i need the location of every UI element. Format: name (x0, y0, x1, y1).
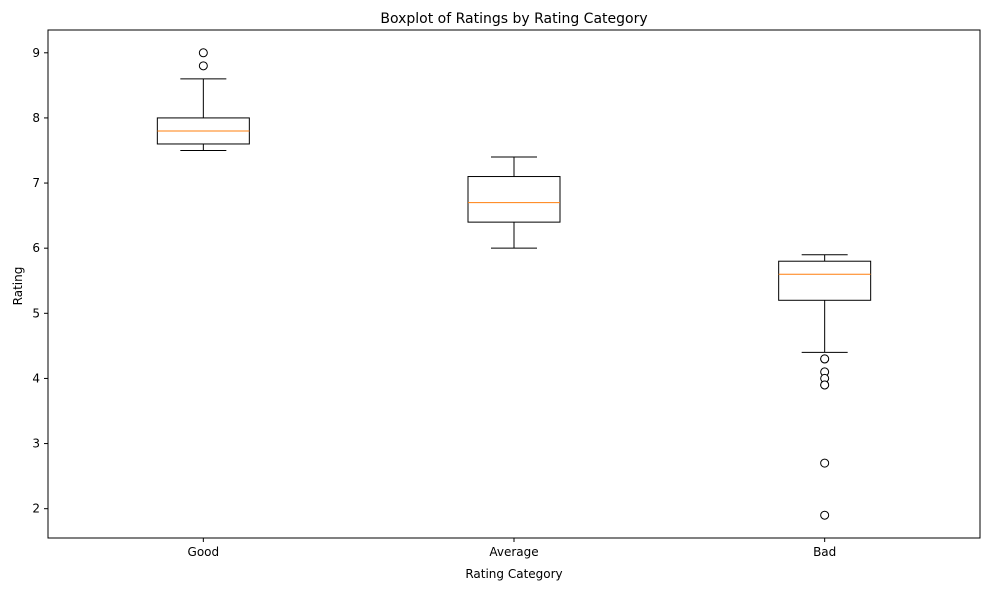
outlier-point (820, 354, 830, 364)
y-tick-label: 2 (32, 502, 40, 516)
y-tick-label: 6 (32, 241, 40, 255)
outlier-point (820, 510, 830, 520)
box-iqr (467, 176, 561, 223)
y-tick-label: 8 (32, 111, 40, 125)
y-tick-label: 3 (32, 437, 40, 451)
outlier-point (820, 458, 830, 468)
plot-area: 2 3 4 5 6 7 8 9 Good Average Bad (32, 46, 872, 559)
chart-title: Boxplot of Ratings by Rating Category (380, 11, 647, 27)
x-tick-label: Bad (813, 545, 836, 559)
outlier-point (820, 380, 830, 390)
y-axis-label: Rating (11, 267, 25, 306)
y-tick-label: 9 (32, 46, 40, 60)
outlier-point (198, 48, 208, 58)
y-tick-label: 4 (32, 371, 40, 385)
y-tick-label: 5 (32, 306, 40, 320)
outlier-point (198, 61, 208, 71)
plot-frame (47, 29, 981, 539)
x-tick-label: Average (489, 545, 538, 559)
x-tick-label: Good (188, 545, 220, 559)
box-iqr (778, 260, 872, 301)
x-axis-label: Rating Category (465, 567, 562, 581)
y-tick-label: 7 (32, 176, 40, 190)
